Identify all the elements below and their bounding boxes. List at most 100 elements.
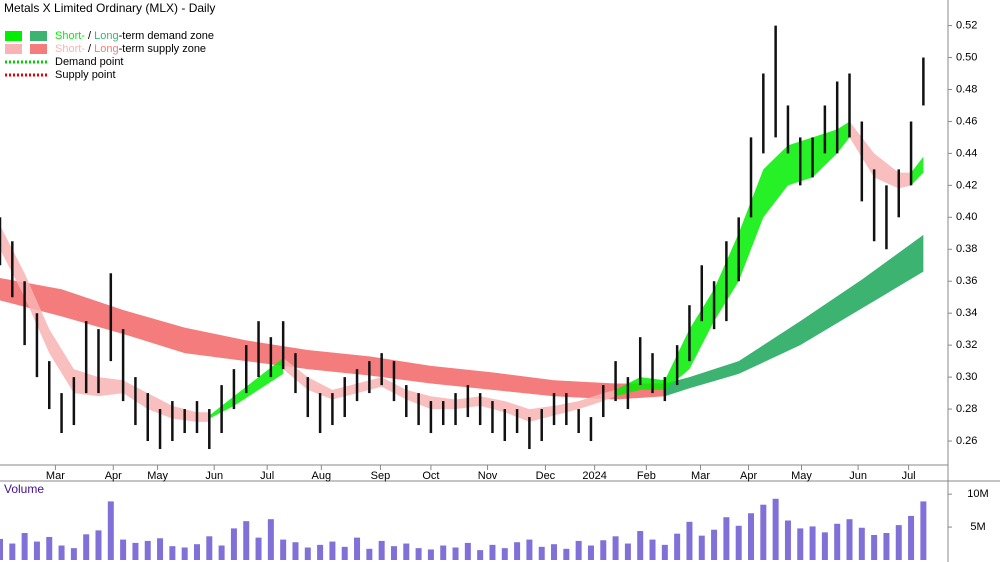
zone (0, 278, 665, 400)
x-tick-label: 2024 (582, 470, 606, 482)
volume-bar (735, 525, 742, 560)
volume-bar (920, 501, 927, 560)
volume-bar (95, 530, 102, 560)
volume-bar (440, 545, 447, 560)
volume-bar (181, 547, 188, 560)
legend-text: Short- (55, 43, 85, 55)
volume-bar (46, 536, 53, 560)
volume-bar (9, 543, 16, 560)
zone (0, 225, 210, 422)
volume-bar (243, 521, 250, 560)
volume-bar (120, 539, 127, 560)
volume-bar (354, 537, 361, 560)
volume-bar (132, 542, 139, 560)
volume-bar (193, 544, 200, 560)
volume-bar (760, 504, 767, 560)
volume-bar (686, 521, 693, 560)
volume-bar (821, 532, 828, 560)
volume-bar (846, 519, 853, 560)
x-tick-label: Jul (902, 470, 916, 482)
y-tick-label: 10M (967, 488, 988, 500)
legend-text: -term supply zone (119, 43, 206, 55)
volume-bar (464, 542, 471, 560)
volume-bar (711, 529, 718, 560)
y-tick-label: 0.44 (956, 147, 977, 159)
legend-swatch (30, 44, 47, 54)
legend-label: Supply point (55, 69, 116, 81)
volume-bar (834, 523, 841, 560)
x-tick-label: May (147, 470, 168, 482)
volume-bar (883, 533, 890, 560)
volume-bar (206, 536, 213, 560)
volume-bar (317, 544, 324, 560)
zone (615, 121, 850, 397)
legend-text: -term demand zone (119, 30, 214, 42)
volume-bar (674, 533, 681, 560)
volume-bar (661, 544, 668, 560)
volume-bar (366, 548, 373, 560)
volume-bar (871, 534, 878, 560)
legend-label: Demand point (55, 56, 124, 68)
volume-bar (723, 517, 730, 560)
volume-bar (230, 528, 237, 560)
legend-label: Short- / Long-term supply zone (55, 43, 206, 55)
volume-bar (107, 501, 114, 560)
x-tick-label: Oct (422, 470, 439, 482)
volume-bar (908, 515, 915, 560)
volume-bar (748, 513, 755, 560)
volume-label: Volume (4, 482, 44, 496)
volume-bar (612, 536, 619, 560)
legend-text: Long (94, 30, 118, 42)
x-tick-label: Dec (536, 470, 556, 482)
x-tick-label: Jun (849, 470, 867, 482)
volume-bar (390, 546, 397, 560)
volume-bar (255, 537, 262, 560)
y-tick-label: 5M (970, 521, 985, 533)
volume-bar (304, 547, 311, 560)
volume-bar (797, 528, 804, 560)
y-tick-label: 0.36 (956, 275, 977, 287)
x-tick-label: Feb (637, 470, 656, 482)
volume-bar (514, 542, 521, 560)
volume-bar (587, 545, 594, 560)
y-tick-label: 0.32 (956, 339, 977, 351)
y-tick-label: 0.50 (956, 51, 977, 63)
y-tick-label: 0.46 (956, 115, 977, 127)
volume-bar (784, 520, 791, 560)
volume-bar (698, 535, 705, 560)
y-tick-label: 0.48 (956, 83, 977, 95)
volume-bar (427, 549, 434, 560)
volume-bar (280, 539, 287, 560)
volume-bar (218, 545, 225, 560)
volume-bar (0, 538, 3, 560)
volume-bar (649, 539, 656, 560)
x-tick-label: Jul (260, 470, 274, 482)
y-tick-label: 0.28 (956, 403, 977, 415)
volume-bar (21, 533, 28, 560)
legend-label: Short- / Long-term demand zone (55, 30, 214, 42)
x-tick-label: Apr (740, 470, 757, 482)
volume-bar (452, 547, 459, 560)
y-tick-label: 0.26 (956, 435, 977, 447)
zone (849, 121, 912, 189)
zone (911, 156, 924, 186)
y-tick-label: 0.34 (956, 307, 977, 319)
x-tick-label: Aug (312, 470, 332, 482)
x-tick-label: Sep (371, 470, 391, 482)
volume-bar (477, 550, 484, 560)
volume-bar (267, 519, 274, 560)
volume-bar (169, 546, 176, 560)
zone (283, 357, 616, 422)
legend-text: / (85, 43, 94, 55)
volume-bar (809, 526, 816, 560)
y-tick-label: 0.42 (956, 179, 977, 191)
volume-bar (489, 544, 496, 560)
legend-swatch (5, 31, 22, 41)
legend-swatch (30, 31, 47, 41)
y-tick-label: 0.30 (956, 371, 977, 383)
volume-bar (575, 540, 582, 560)
legend-swatch (5, 44, 22, 54)
volume-bar (563, 548, 570, 560)
